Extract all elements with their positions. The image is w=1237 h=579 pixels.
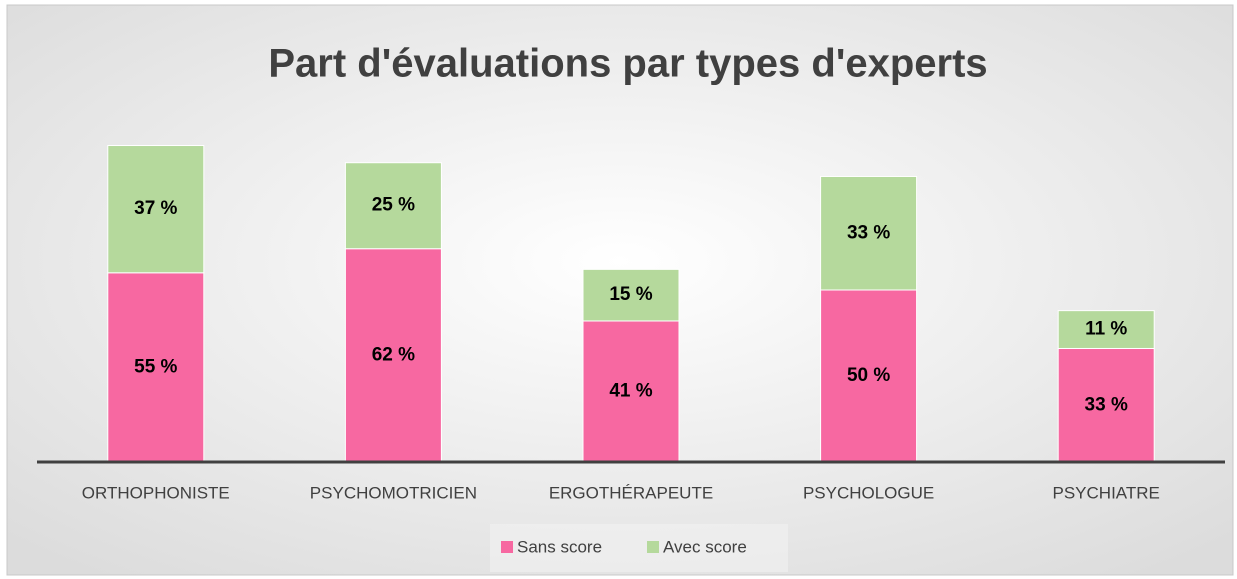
value-label: 41 % xyxy=(609,380,652,401)
value-label: 11 % xyxy=(1085,319,1127,340)
chart-title: Part d'évaluations par types d'experts xyxy=(268,42,987,86)
bar-segment xyxy=(344,162,442,250)
bar-segment xyxy=(820,289,918,463)
legend-swatch xyxy=(501,541,513,553)
bar-segment xyxy=(582,268,680,322)
value-label: 15 % xyxy=(609,284,652,305)
x-tick-label: ORTHOPHONISTE xyxy=(82,483,230,502)
bar-segment xyxy=(582,320,680,463)
bar-segment xyxy=(820,175,918,291)
value-label: 55 % xyxy=(134,356,177,377)
bar-segment xyxy=(1057,310,1155,349)
legend-label: Avec score xyxy=(663,537,747,556)
x-tick-label: PSYCHOLOGUE xyxy=(803,483,934,502)
value-label: 33 % xyxy=(847,222,890,243)
x-tick-label: ERGOTHÉRAPEUTE xyxy=(549,483,713,502)
bar-segment xyxy=(1057,347,1155,463)
x-tick-label: PSYCHIATRE xyxy=(1053,483,1160,502)
legend-background xyxy=(490,524,788,572)
bar-segment xyxy=(344,248,442,463)
legend-label: Sans score xyxy=(517,537,602,556)
value-label: 62 % xyxy=(372,344,415,365)
bar-segment xyxy=(107,145,205,274)
bar-segment xyxy=(107,272,205,463)
value-label: 25 % xyxy=(372,195,415,216)
x-tick-label: PSYCHOMOTRICIEN xyxy=(310,483,477,502)
legend-swatch xyxy=(647,541,659,553)
value-label: 33 % xyxy=(1085,394,1128,415)
value-label: 50 % xyxy=(847,365,890,386)
value-label: 37 % xyxy=(134,198,177,219)
